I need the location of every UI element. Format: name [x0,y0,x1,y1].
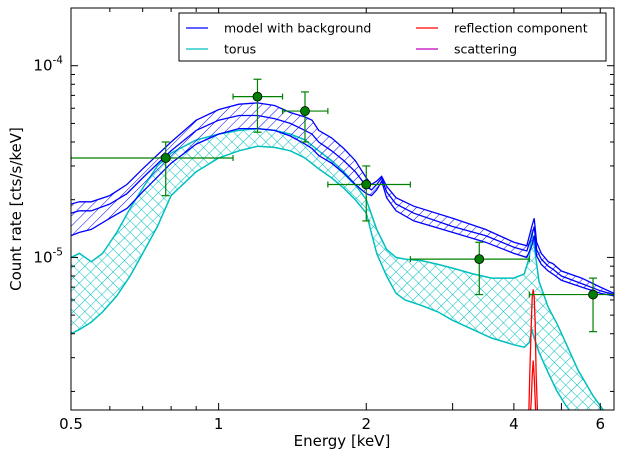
model-band [71,102,614,296]
x-tick-label: 6 [595,415,605,433]
data-marker [252,91,263,102]
data-point [409,241,530,296]
data-marker [160,153,171,163]
data-point [327,165,411,222]
legend: model with background torus reflection com… [178,12,607,62]
x-tick-label: 0.5 [59,415,83,433]
reflection-upper-line [528,289,539,410]
x-tick-label: 2 [361,415,371,433]
data-marker [361,179,372,190]
axis-ticks [70,7,614,410]
data-marker [300,106,310,116]
axis-tick-labels: 0.5 1 2 4 6 10-4 10-5 [33,55,605,433]
legend-box [178,12,607,62]
reflection-lower-line [529,360,537,410]
data-marker [588,289,598,300]
plot-frame [70,7,615,411]
legend-label: torus [224,42,256,57]
plot-area [71,78,614,410]
data-marker [474,254,485,265]
legend-label: scattering [454,42,517,57]
x-tick-label: 1 [214,415,224,433]
x-tick-label: 4 [509,415,519,433]
data-point [528,277,614,333]
legend-label: model with background [224,21,371,36]
y-tick-label: 10-5 [33,246,63,266]
model-lower-line [71,127,614,297]
data-point [232,78,284,133]
y-axis-label: Count rate [cts/s/keV] [7,127,25,291]
data-point [281,91,329,143]
x-axis-label: Energy [keV] [294,432,391,450]
legend-label: reflection component [454,21,588,36]
data-point [71,141,234,197]
y-tick-label: 10-4 [33,55,63,75]
